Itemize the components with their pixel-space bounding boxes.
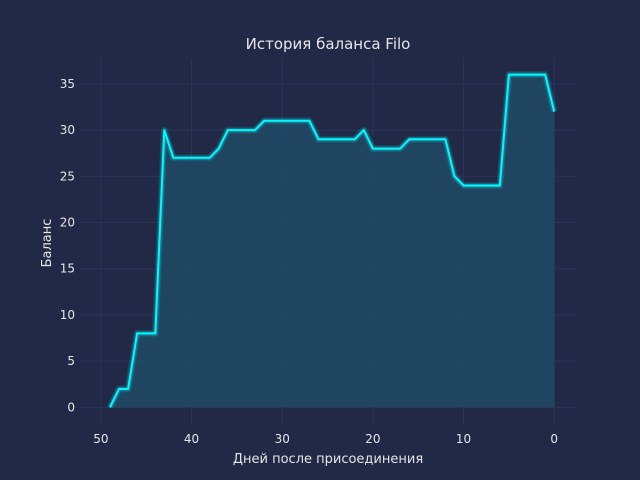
data-point xyxy=(308,120,310,122)
balance-area-fill xyxy=(109,74,555,408)
y-axis-label: Баланс xyxy=(40,219,55,268)
data-point xyxy=(218,148,220,150)
x-tick-label: 30 xyxy=(275,432,290,446)
data-point xyxy=(399,148,401,150)
x-axis-ticks: 50 40 30 20 10 0 xyxy=(93,432,558,446)
data-point xyxy=(517,74,519,76)
data-point xyxy=(272,120,274,122)
data-point xyxy=(454,175,456,177)
data-point xyxy=(290,120,292,122)
data-point xyxy=(372,148,374,150)
data-point xyxy=(281,120,283,122)
data-point xyxy=(390,148,392,150)
area-layer xyxy=(109,74,555,408)
data-point xyxy=(163,129,165,131)
data-point xyxy=(444,138,446,140)
data-point xyxy=(535,74,537,76)
data-point xyxy=(263,120,265,122)
x-tick-label: 40 xyxy=(184,432,199,446)
chart-title: История баланса Filo xyxy=(246,35,411,53)
data-point xyxy=(435,138,437,140)
data-point xyxy=(209,157,211,159)
y-tick-label: 35 xyxy=(60,77,75,91)
data-point xyxy=(236,129,238,131)
data-point xyxy=(145,332,147,334)
x-tick-label: 50 xyxy=(93,432,108,446)
data-point xyxy=(182,157,184,159)
y-tick-label: 10 xyxy=(60,308,75,322)
data-point xyxy=(354,138,356,140)
data-point xyxy=(345,138,347,140)
data-point xyxy=(127,388,129,390)
x-tick-label: 20 xyxy=(365,432,380,446)
y-tick-label: 25 xyxy=(60,169,75,183)
data-point xyxy=(109,406,111,408)
data-point xyxy=(508,74,510,76)
data-point xyxy=(472,185,474,187)
data-point xyxy=(408,138,410,140)
data-point xyxy=(426,138,428,140)
data-point xyxy=(499,185,501,187)
data-point xyxy=(381,148,383,150)
y-tick-label: 0 xyxy=(67,400,75,414)
y-tick-label: 15 xyxy=(60,262,75,276)
x-tick-label: 10 xyxy=(456,432,471,446)
data-point xyxy=(118,388,120,390)
data-point xyxy=(463,185,465,187)
data-point xyxy=(136,332,138,334)
line-layer xyxy=(106,71,558,409)
y-tick-label: 30 xyxy=(60,123,75,137)
data-point xyxy=(544,74,546,76)
data-point xyxy=(336,138,338,140)
data-point xyxy=(363,129,365,131)
y-tick-label: 20 xyxy=(60,216,75,230)
data-point xyxy=(200,157,202,159)
data-point xyxy=(481,185,483,187)
data-point xyxy=(254,129,256,131)
data-point xyxy=(245,129,247,131)
balance-line xyxy=(109,73,556,408)
data-point xyxy=(490,185,492,187)
data-point xyxy=(172,157,174,159)
data-point xyxy=(318,138,320,140)
y-tick-label: 5 xyxy=(67,354,75,368)
data-point xyxy=(526,74,528,76)
data-point xyxy=(327,138,329,140)
x-axis-label: Дней после присоединения xyxy=(233,452,423,467)
data-point xyxy=(154,332,156,334)
data-point xyxy=(417,138,419,140)
data-point xyxy=(553,111,555,113)
x-tick-label: 0 xyxy=(550,432,558,446)
y-axis-ticks: 0 5 10 15 20 25 30 35 xyxy=(60,77,75,414)
data-point xyxy=(227,129,229,131)
data-point xyxy=(299,120,301,122)
data-point xyxy=(191,157,193,159)
